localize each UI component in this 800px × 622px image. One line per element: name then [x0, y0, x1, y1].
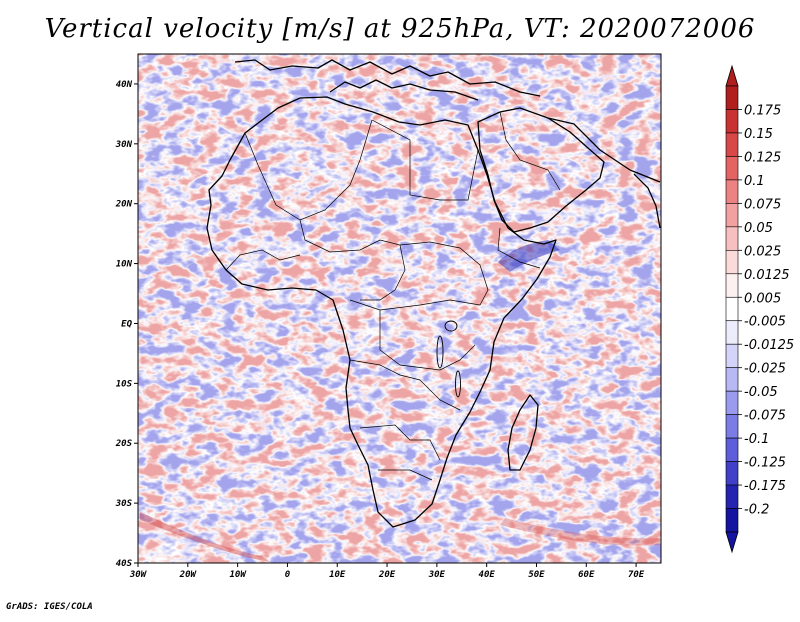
longitude-axis: 30W 20W 10W 0 10E 20E 30E 40E 50E 60E 70E	[129, 563, 645, 580]
colorbar-swatch	[725, 296, 739, 322]
vertical-velocity-field	[138, 54, 661, 563]
colorbar-swatch	[725, 85, 739, 110]
lat-tick-label: 20S	[115, 439, 133, 449]
lon-tick-label: 70E	[628, 570, 645, 580]
lat-tick-label: 40N	[116, 80, 133, 90]
lat-tick-label: 30S	[115, 499, 133, 509]
lon-tick-label: 0	[285, 570, 291, 580]
colorbar-swatch	[725, 109, 739, 134]
arabian-peninsula-coastline	[477, 107, 605, 233]
lon-tick-label: 10E	[329, 570, 346, 580]
colorbar-label: 0.1	[744, 174, 765, 189]
lon-tick-label: 60E	[578, 570, 595, 580]
lat-tick-label: 20N	[115, 200, 133, 210]
lat-tick-label: 10S	[116, 379, 133, 389]
colorbar-swatch	[725, 273, 739, 298]
mediterranean-north-shore	[329, 79, 479, 101]
colorbar-label: 0.175	[744, 103, 781, 118]
lat-tick-label: 10N	[116, 260, 133, 270]
plot-frame	[137, 53, 662, 564]
colorbar-label: 0.025	[744, 244, 781, 259]
footer-credit: GrADS: IGES/COLA	[6, 602, 93, 612]
chart-title: Vertical velocity [m/s] at 925hPa, VT: 2…	[44, 14, 756, 44]
colorbar-label: 0.0125	[744, 268, 790, 283]
colorbar-swatch	[725, 461, 739, 486]
colorbar-swatch	[725, 203, 739, 228]
lat-tick-label: EQ	[121, 319, 132, 329]
colorbar-swatch	[725, 414, 739, 439]
lon-tick-label: 40E	[479, 570, 496, 580]
colorbar-label: -0.05	[744, 385, 778, 400]
lake-malawi	[455, 370, 461, 398]
iran-coastline	[547, 117, 661, 183]
lon-tick-label: 30E	[428, 570, 446, 580]
colorbar-label: -0.2	[744, 503, 769, 518]
colorbar-swatch	[725, 484, 739, 509]
colorbar-label: 0.05	[744, 221, 773, 236]
colorbar-swatch	[725, 179, 739, 204]
lat-tick-label: 40S	[116, 559, 133, 569]
colorbar-label: 0.075	[744, 197, 781, 212]
colorbar: 0.175 0.15 0.125 0.1 0.075 0.05 0.025 0.0125 0.0…	[725, 64, 794, 554]
lon-tick-label: 10W	[229, 570, 247, 580]
colorbar-label: -0.175	[744, 479, 786, 494]
lon-tick-label: 20W	[179, 570, 198, 580]
southern-ocean-streak-east	[500, 518, 660, 546]
lake-tanganyika	[436, 335, 444, 369]
colorbar-swatch	[725, 508, 739, 533]
horn-of-africa-descent-band	[498, 240, 560, 272]
colorbar-min-arrow	[725, 531, 739, 554]
lake-victoria	[444, 320, 458, 332]
africa-coastline	[206, 96, 557, 528]
lon-tick-label: 30W	[129, 570, 148, 580]
colorbar-label: -0.025	[744, 362, 786, 377]
colorbar-swatch	[725, 250, 739, 275]
colorbar-swatch	[725, 390, 739, 415]
lat-tick-label: 30N	[115, 140, 133, 150]
colorbar-swatch	[725, 156, 739, 181]
southern-ocean-streak	[140, 512, 270, 562]
colorbar-label: -0.005	[744, 315, 786, 330]
colorbar-label: -0.125	[744, 456, 786, 471]
colorbar-label: -0.075	[744, 409, 786, 424]
colorbar-swatch	[725, 132, 739, 157]
colorbar-label: -0.0125	[744, 338, 794, 353]
colorbar-max-arrow	[725, 64, 739, 87]
europe-coastline	[234, 59, 541, 97]
colorbar-swatch	[725, 367, 739, 392]
colorbar-swatch	[725, 343, 739, 368]
colorbar-label: 0.125	[744, 150, 781, 165]
colorbar-swatch	[725, 320, 739, 345]
colorbar-label: 0.15	[744, 127, 773, 142]
madagascar-coastline	[507, 394, 539, 471]
lon-tick-label: 50E	[528, 570, 545, 580]
colorbar-label: 0.005	[744, 291, 781, 306]
latitude-axis: 40N 30N 20N 10N EQ 10S 20S 30S 40S	[115, 80, 138, 569]
colorbar-swatch	[725, 226, 739, 251]
colorbar-label: -0.1	[744, 432, 769, 447]
india-coastline	[633, 173, 661, 229]
colorbar-swatch	[725, 437, 739, 462]
lon-tick-label: 20E	[378, 570, 396, 580]
country-borders	[225, 111, 561, 481]
